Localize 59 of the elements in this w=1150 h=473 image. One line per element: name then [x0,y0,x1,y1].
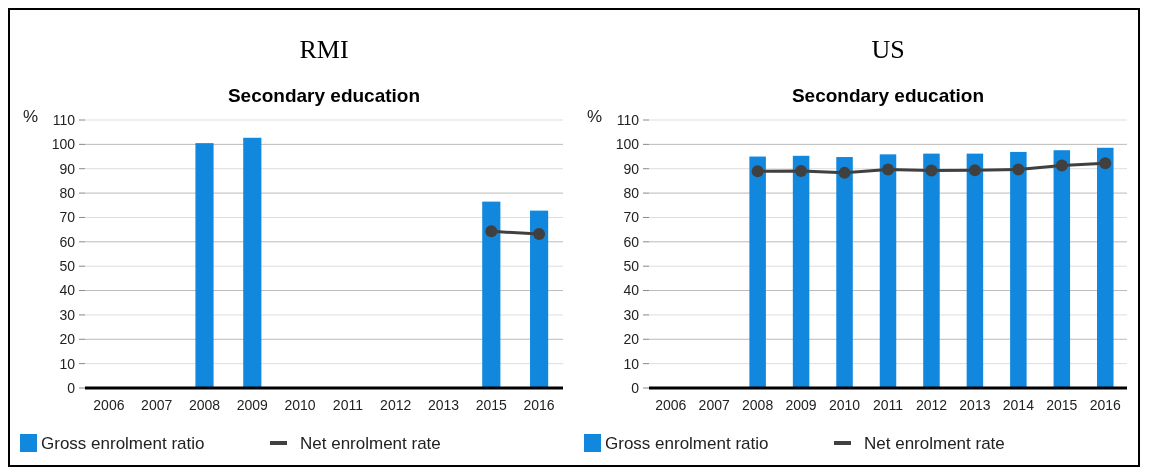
y-tick-label: 110 [52,111,76,128]
y-tick-label: 40 [623,282,640,299]
x-tick-label: 2006 [655,397,687,413]
x-tick-label: 2016 [1089,397,1122,413]
x-tick-label: 2009 [236,397,269,413]
legend-label: Net enrolment rate [300,433,441,453]
y-tick-label: 40 [59,282,76,299]
y-tick-label: 100 [51,136,76,153]
y-tick-label: 90 [623,160,640,177]
x-tick-label: 2013 [959,397,991,413]
bar [243,137,262,388]
chart-subtitle: Secondary education [791,85,985,106]
x-tick-label: 2007 [698,397,730,413]
y-tick-label: 50 [623,258,640,275]
x-tick-label: 2006 [93,397,125,413]
y-tick-label: 20 [59,331,76,348]
y-tick-label: 80 [623,184,640,201]
y-axis-title: % [23,107,39,126]
x-tick-label: 2015 [1046,397,1078,413]
y-tick-label: 10 [623,355,640,372]
legend-label: Gross enrolment ratio [41,433,205,453]
y-tick-label: 60 [623,233,640,250]
x-tick-label: 2010 [828,397,861,413]
x-tick-label: 2011 [872,397,904,413]
y-tick-label: 10 [59,355,76,372]
x-tick-label: 2010 [284,397,316,413]
y-tick-label: 90 [59,160,76,177]
y-tick-label: 30 [623,306,640,323]
bar [530,210,549,388]
x-tick-label: 2011 [332,397,364,413]
y-tick-label: 80 [59,184,76,201]
y-tick-label: 0 [631,379,640,396]
chart-title: RMI [299,35,349,64]
y-tick-label: 50 [59,258,76,275]
x-tick-label: 2008 [188,397,221,413]
x-tick-label: 2015 [475,397,508,413]
bar [482,201,501,388]
x-tick-label: 2012 [915,397,948,413]
x-tick-label: 2009 [785,397,817,413]
y-tick-label: 110 [616,111,640,128]
legend-label: Gross enrolment ratio [605,433,769,453]
y-tick-label: 70 [623,209,640,226]
y-tick-label: 0 [67,379,76,396]
chart-subtitle: Secondary education [227,85,421,106]
legend-label: Net enrolment rate [864,433,1005,453]
x-tick-label: 2013 [427,397,460,413]
x-tick-label: 2012 [380,397,412,413]
y-axis-title: % [587,107,603,126]
bar [195,143,214,388]
x-tick-label: 2008 [742,397,774,413]
y-tick-label: 70 [59,209,76,226]
y-tick-label: 60 [59,233,76,250]
x-tick-label: 2016 [523,397,555,413]
y-tick-label: 20 [623,331,640,348]
chart-title: US [871,35,905,64]
x-tick-label: 2007 [141,397,173,413]
x-tick-label: 2014 [1002,397,1035,413]
y-tick-label: 30 [59,306,76,323]
y-tick-label: 100 [615,136,640,153]
